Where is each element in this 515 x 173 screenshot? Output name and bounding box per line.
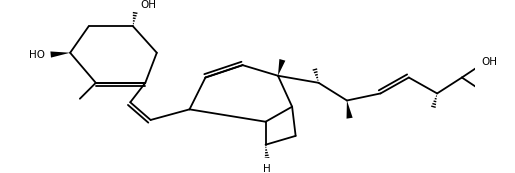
Polygon shape [278, 59, 285, 76]
Polygon shape [347, 101, 353, 119]
Text: OH: OH [140, 0, 156, 10]
Polygon shape [50, 51, 70, 58]
Text: HO: HO [29, 49, 45, 60]
Text: OH: OH [482, 57, 497, 67]
Text: H: H [264, 165, 271, 173]
